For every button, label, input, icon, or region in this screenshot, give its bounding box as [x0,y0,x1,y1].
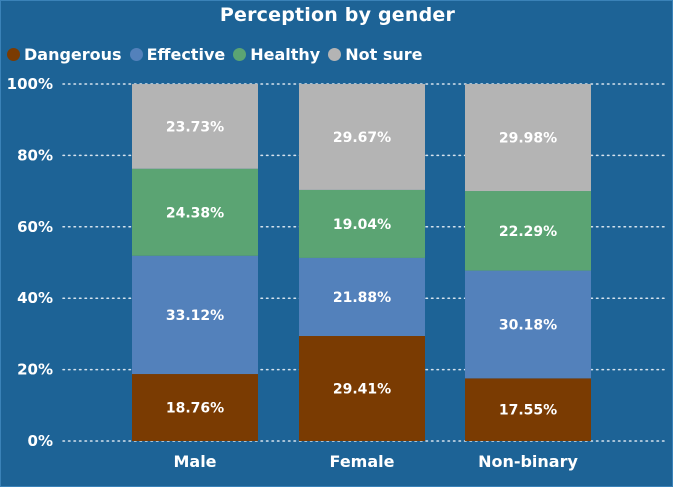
legend-marker-not-sure [328,47,342,61]
y-tick-label-80: 80% [17,146,53,164]
bar-effective-non-binary [465,270,591,379]
y-tick-label-40: 40% [17,289,53,307]
data-label-dangerous-non-binary: 17.55% [499,403,557,419]
bar-dangerous-male [132,374,258,441]
legend-label-not-sure: Not sure [345,44,423,64]
x-tick-label-non-binary: Non-binary [478,452,578,471]
legend-item-healthy[interactable]: Healthy [233,45,320,64]
bar-healthy-male [132,168,258,256]
legend-marker-effective [129,47,143,61]
legend-item-not-sure[interactable]: Not sure [328,45,422,64]
bar-effective-male [132,255,258,375]
data-label-not-sure-male: 23.73% [166,119,224,135]
data-label-effective-female: 21.88% [333,290,391,306]
legend-item-effective[interactable]: Effective [129,44,226,64]
bar-dangerous-non-binary [465,378,591,441]
legend-marker-healthy [233,47,247,61]
bar-healthy-female [299,189,425,258]
bar-not-sure-non-binary [465,84,591,192]
y-tick-label-0: 0% [28,432,53,450]
data-label-dangerous-male: 18.76% [166,401,224,417]
legend-marker-dangerous [7,47,20,61]
data-label-effective-male: 33.12% [166,308,224,324]
legend: Dangerous Effective Healthy Not sure [7,43,422,65]
bar-effective-female [299,257,425,337]
chart-title: Perception by gender [219,4,456,26]
data-label-healthy-non-binary: 22.29% [499,224,557,240]
bar-not-sure-male [132,84,258,169]
bar-healthy-non-binary [465,191,591,271]
data-label-effective-non-binary: 30.18% [499,317,557,333]
y-tick-label-60: 60% [17,218,53,236]
bar-not-sure-female [299,84,425,190]
y-tick-label-20: 20% [17,361,53,379]
legend-label-healthy: Healthy [250,44,321,64]
data-label-not-sure-non-binary: 29.98% [499,131,557,147]
data-label-not-sure-female: 29.67% [333,130,391,146]
data-label-dangerous-female: 29.41% [333,382,391,398]
legend-label-effective: Effective [146,44,226,64]
x-tick-label-male: Male [173,452,216,471]
data-label-healthy-female: 19.04% [333,217,391,233]
bar-dangerous-female [299,336,425,441]
y-tick-label-100: 100% [7,75,53,93]
data-label-healthy-male: 24.38% [166,205,224,221]
legend-item-dangerous[interactable]: Dangerous [7,45,122,64]
legend-label-dangerous: Dangerous [24,44,122,64]
x-tick-label-female: Female [330,452,395,471]
